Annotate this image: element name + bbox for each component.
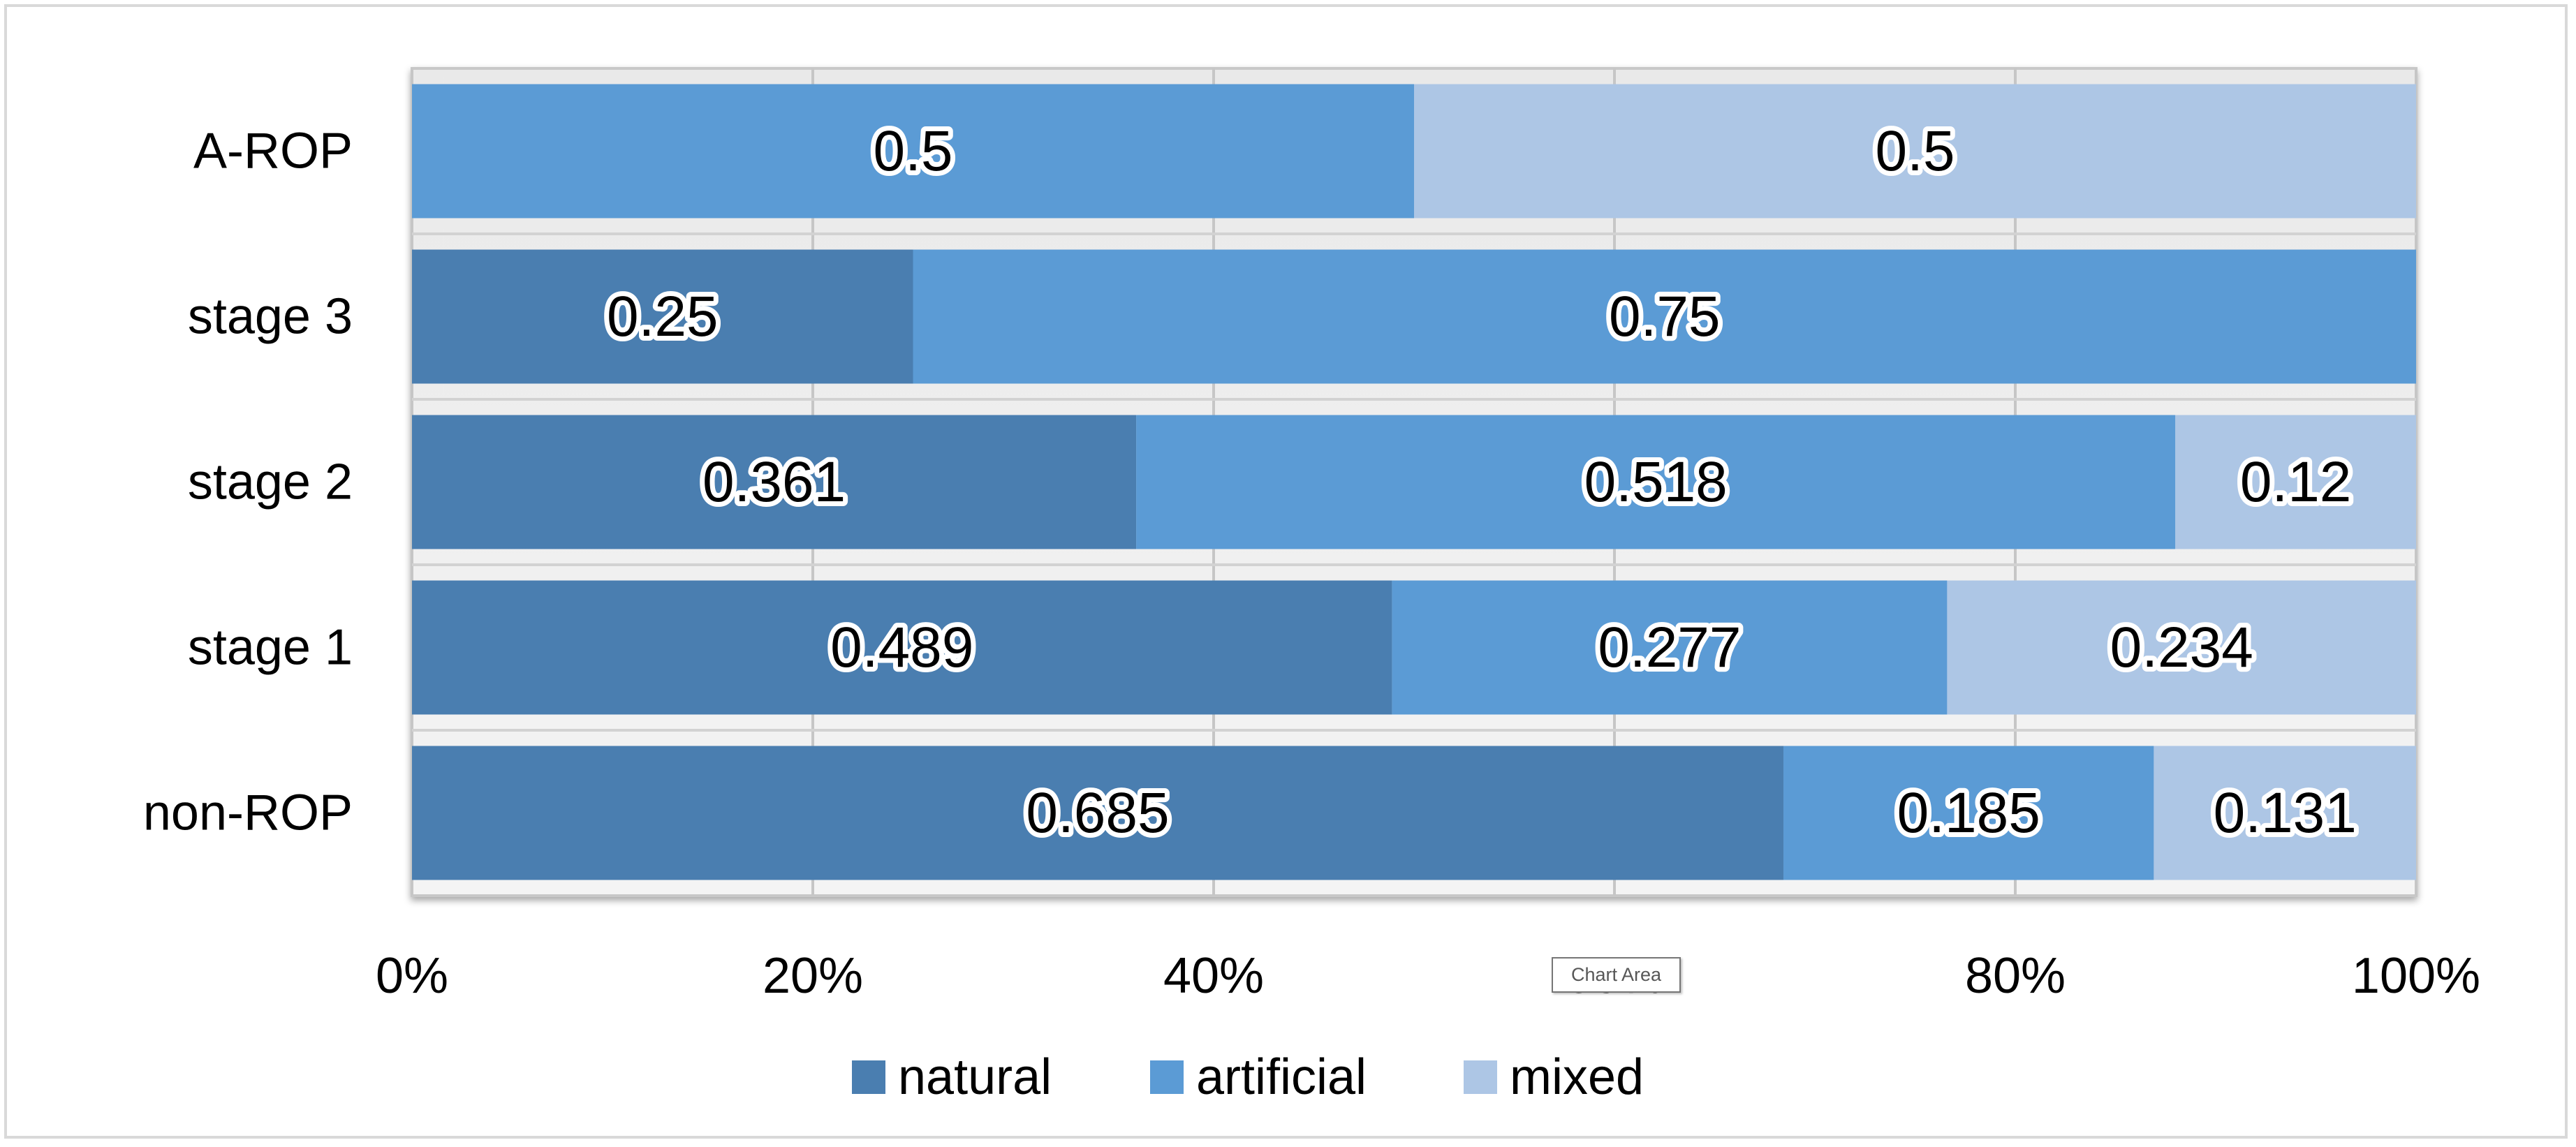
data-label: 0.5: [1876, 119, 1955, 183]
category-label: A-ROP: [193, 124, 353, 179]
data-label: 0.5: [874, 119, 953, 183]
data-label: 0.489: [830, 616, 973, 679]
data-label: 0.185: [1897, 781, 2040, 845]
data-label: 0.518: [1584, 450, 1728, 514]
data-label: 0.361: [702, 450, 846, 514]
bar-mixed-stage-2: [2175, 415, 2416, 549]
legend-swatch-artificial: [1150, 1060, 1184, 1094]
legend-swatch-mixed: [1464, 1060, 1497, 1094]
bar-artificial-a-rop: [412, 84, 1414, 219]
bar-artificial-stage-1: [1392, 580, 1948, 715]
x-tick-label: 20%: [763, 948, 863, 1004]
bar-mixed-non-rop: [2154, 746, 2416, 880]
data-label: 0.685: [1026, 781, 1169, 845]
bar-artificial-non-rop: [1783, 746, 2154, 880]
legend-swatch-natural: [852, 1060, 885, 1094]
x-tick-label: 100%: [2352, 948, 2480, 1004]
data-label: 0.75: [1609, 285, 1721, 348]
x-tick-label: 80%: [1965, 948, 2066, 1004]
category-label: non-ROP: [143, 785, 353, 841]
chart-area-tooltip: Chart Area: [1552, 957, 1681, 993]
data-label: 0.131: [2214, 781, 2357, 845]
bar-mixed-stage-1: [1947, 580, 2416, 715]
data-label: 0.277: [1598, 616, 1741, 679]
bar-natural-stage-1: [412, 580, 1392, 715]
bar-natural-stage-2: [412, 415, 1137, 549]
data-label: 0.12: [2240, 450, 2352, 514]
x-tick-label: 0%: [376, 948, 448, 1004]
category-label: stage 2: [188, 454, 353, 510]
legend-label-natural: natural: [898, 1049, 1052, 1105]
bar-artificial-stage-3: [913, 249, 2416, 384]
legend-label-artificial: artificial: [1196, 1049, 1367, 1105]
category-label: stage 3: [188, 289, 353, 345]
x-tick-label: 40%: [1163, 948, 1264, 1004]
bar-natural-non-rop: [412, 746, 1783, 880]
bar-mixed-a-rop: [1414, 84, 2416, 219]
bar-natural-stage-3: [412, 249, 913, 384]
bar-artificial-stage-2: [1136, 415, 2176, 549]
data-label: 0.234: [2110, 616, 2253, 679]
category-label: stage 1: [188, 620, 353, 676]
data-label: 0.25: [607, 285, 719, 348]
legend-label-mixed: mixed: [1510, 1049, 1644, 1105]
